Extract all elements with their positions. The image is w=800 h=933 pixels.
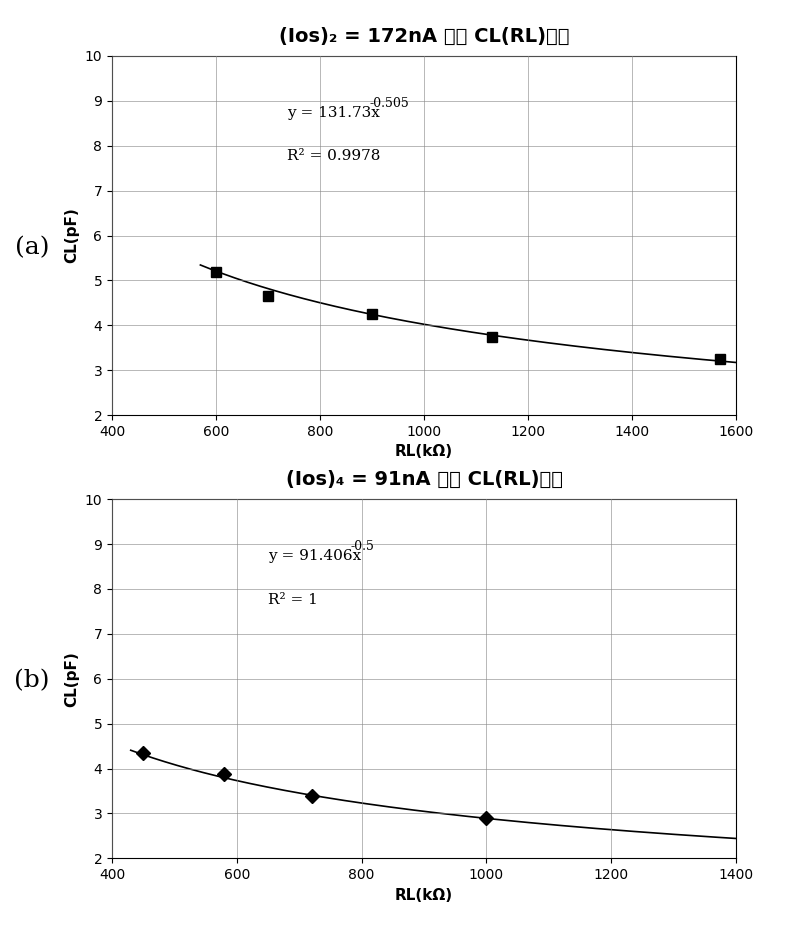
- Text: -0.5: -0.5: [350, 540, 374, 553]
- Title: (Ios)₂ = 172nA 时的 CL(RL)特性: (Ios)₂ = 172nA 时的 CL(RL)特性: [278, 27, 570, 46]
- Text: (b): (b): [14, 670, 50, 692]
- Y-axis label: CL(pF): CL(pF): [64, 651, 79, 706]
- Text: y = 131.73x: y = 131.73x: [286, 106, 379, 120]
- Text: R² = 0.9978: R² = 0.9978: [286, 149, 380, 163]
- Y-axis label: CL(pF): CL(pF): [64, 208, 79, 263]
- X-axis label: RL(kΩ): RL(kΩ): [395, 444, 453, 459]
- Text: R² = 1: R² = 1: [268, 592, 318, 606]
- Text: (a): (a): [14, 236, 50, 258]
- X-axis label: RL(kΩ): RL(kΩ): [395, 887, 453, 902]
- Title: (Ios)₄ = 91nA 时的 CL(RL)特性: (Ios)₄ = 91nA 时的 CL(RL)特性: [286, 470, 562, 489]
- Text: y = 91.406x: y = 91.406x: [268, 550, 362, 564]
- Text: -0.505: -0.505: [369, 97, 409, 110]
